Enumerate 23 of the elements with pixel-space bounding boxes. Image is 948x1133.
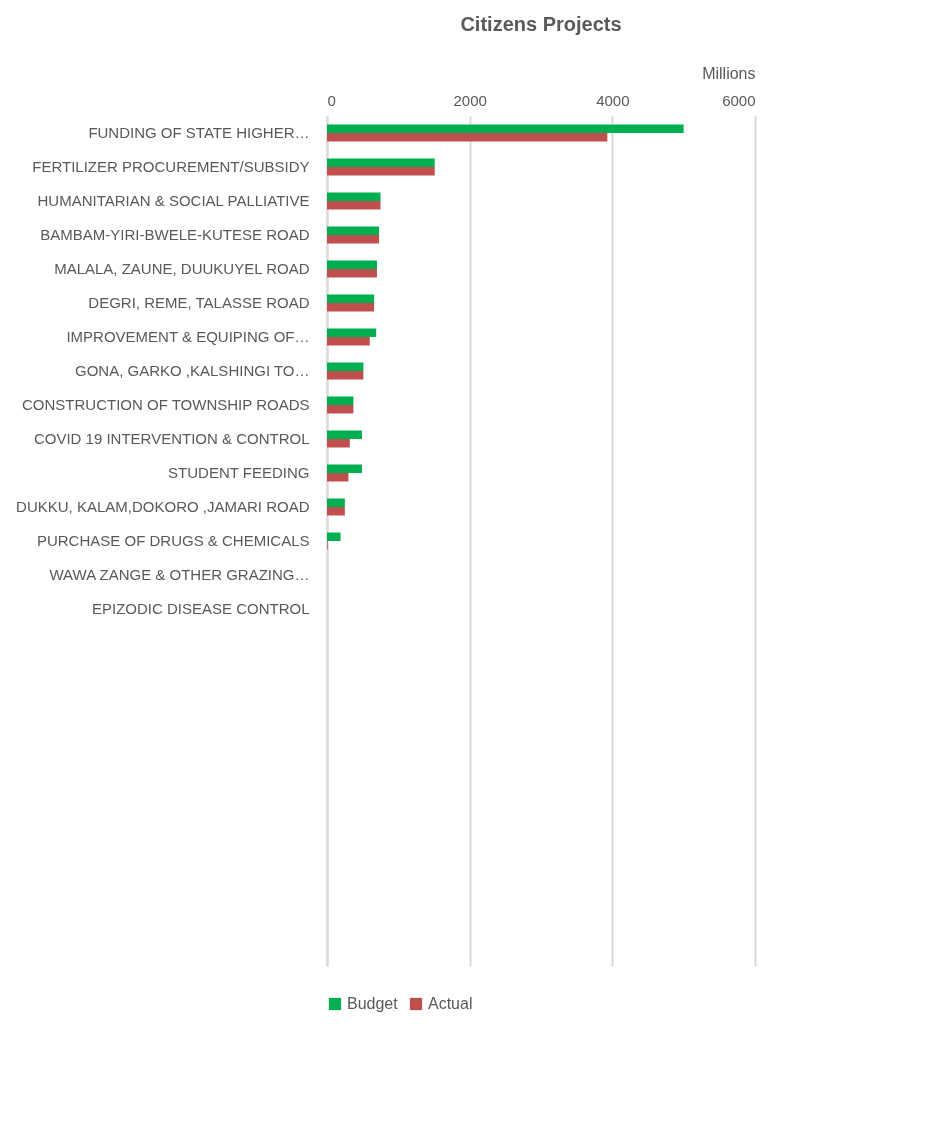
chart-title: Citizens Projects xyxy=(460,13,622,35)
y-tick-label: MALALA, ZAUNE, DUUKUYEL ROAD xyxy=(54,260,310,277)
y-tick-label: GONA, GARKO ,KALSHINGI TO… xyxy=(75,362,310,379)
y-tick-label: DEGRI, REME, TALASSE ROAD xyxy=(88,294,310,311)
legend-label: Actual xyxy=(428,995,473,1012)
y-tick-label: COVID 19 INTERVENTION & CONTROL xyxy=(33,430,310,447)
legend-label: Budget xyxy=(347,995,399,1012)
y-tick-label: WAWA ZANGE & OTHER GRAZING… xyxy=(49,566,310,583)
y-tick-label: STUDENT FEEDING xyxy=(168,464,310,481)
y-tick-label: FERTILIZER PROCUREMENT/SUBSIDY xyxy=(32,158,310,175)
x-tick-label: 2000 xyxy=(453,91,487,109)
y-tick-label: EPIZODIC DISEASE CONTROL xyxy=(91,600,310,617)
y-tick-label: IMPROVEMENT & EQUIPING OF… xyxy=(66,328,310,345)
y-tick-label: DUKKU, KALAM,DOKORO ,JAMARI ROAD xyxy=(16,498,310,515)
y-tick-label: PURCHASE OF DRUGS & CHEMICALS xyxy=(36,532,310,549)
x-tick-label: 6000 xyxy=(722,91,756,109)
y-tick-label: FUNDING OF STATE HIGHER… xyxy=(88,124,310,141)
x-tick-label: 4000 xyxy=(596,91,630,109)
y-tick-label: BAMBAM-YIRI-BWELE-KUTESE ROAD xyxy=(40,226,310,243)
y-tick-label: CONSTRUCTION OF TOWNSHIP ROADS xyxy=(21,396,310,413)
x-axis-title: Millions xyxy=(702,64,756,82)
x-tick-label: 0 xyxy=(327,91,336,109)
y-tick-label: HUMANITARIAN & SOCIAL PALLIATIVE xyxy=(37,192,310,209)
